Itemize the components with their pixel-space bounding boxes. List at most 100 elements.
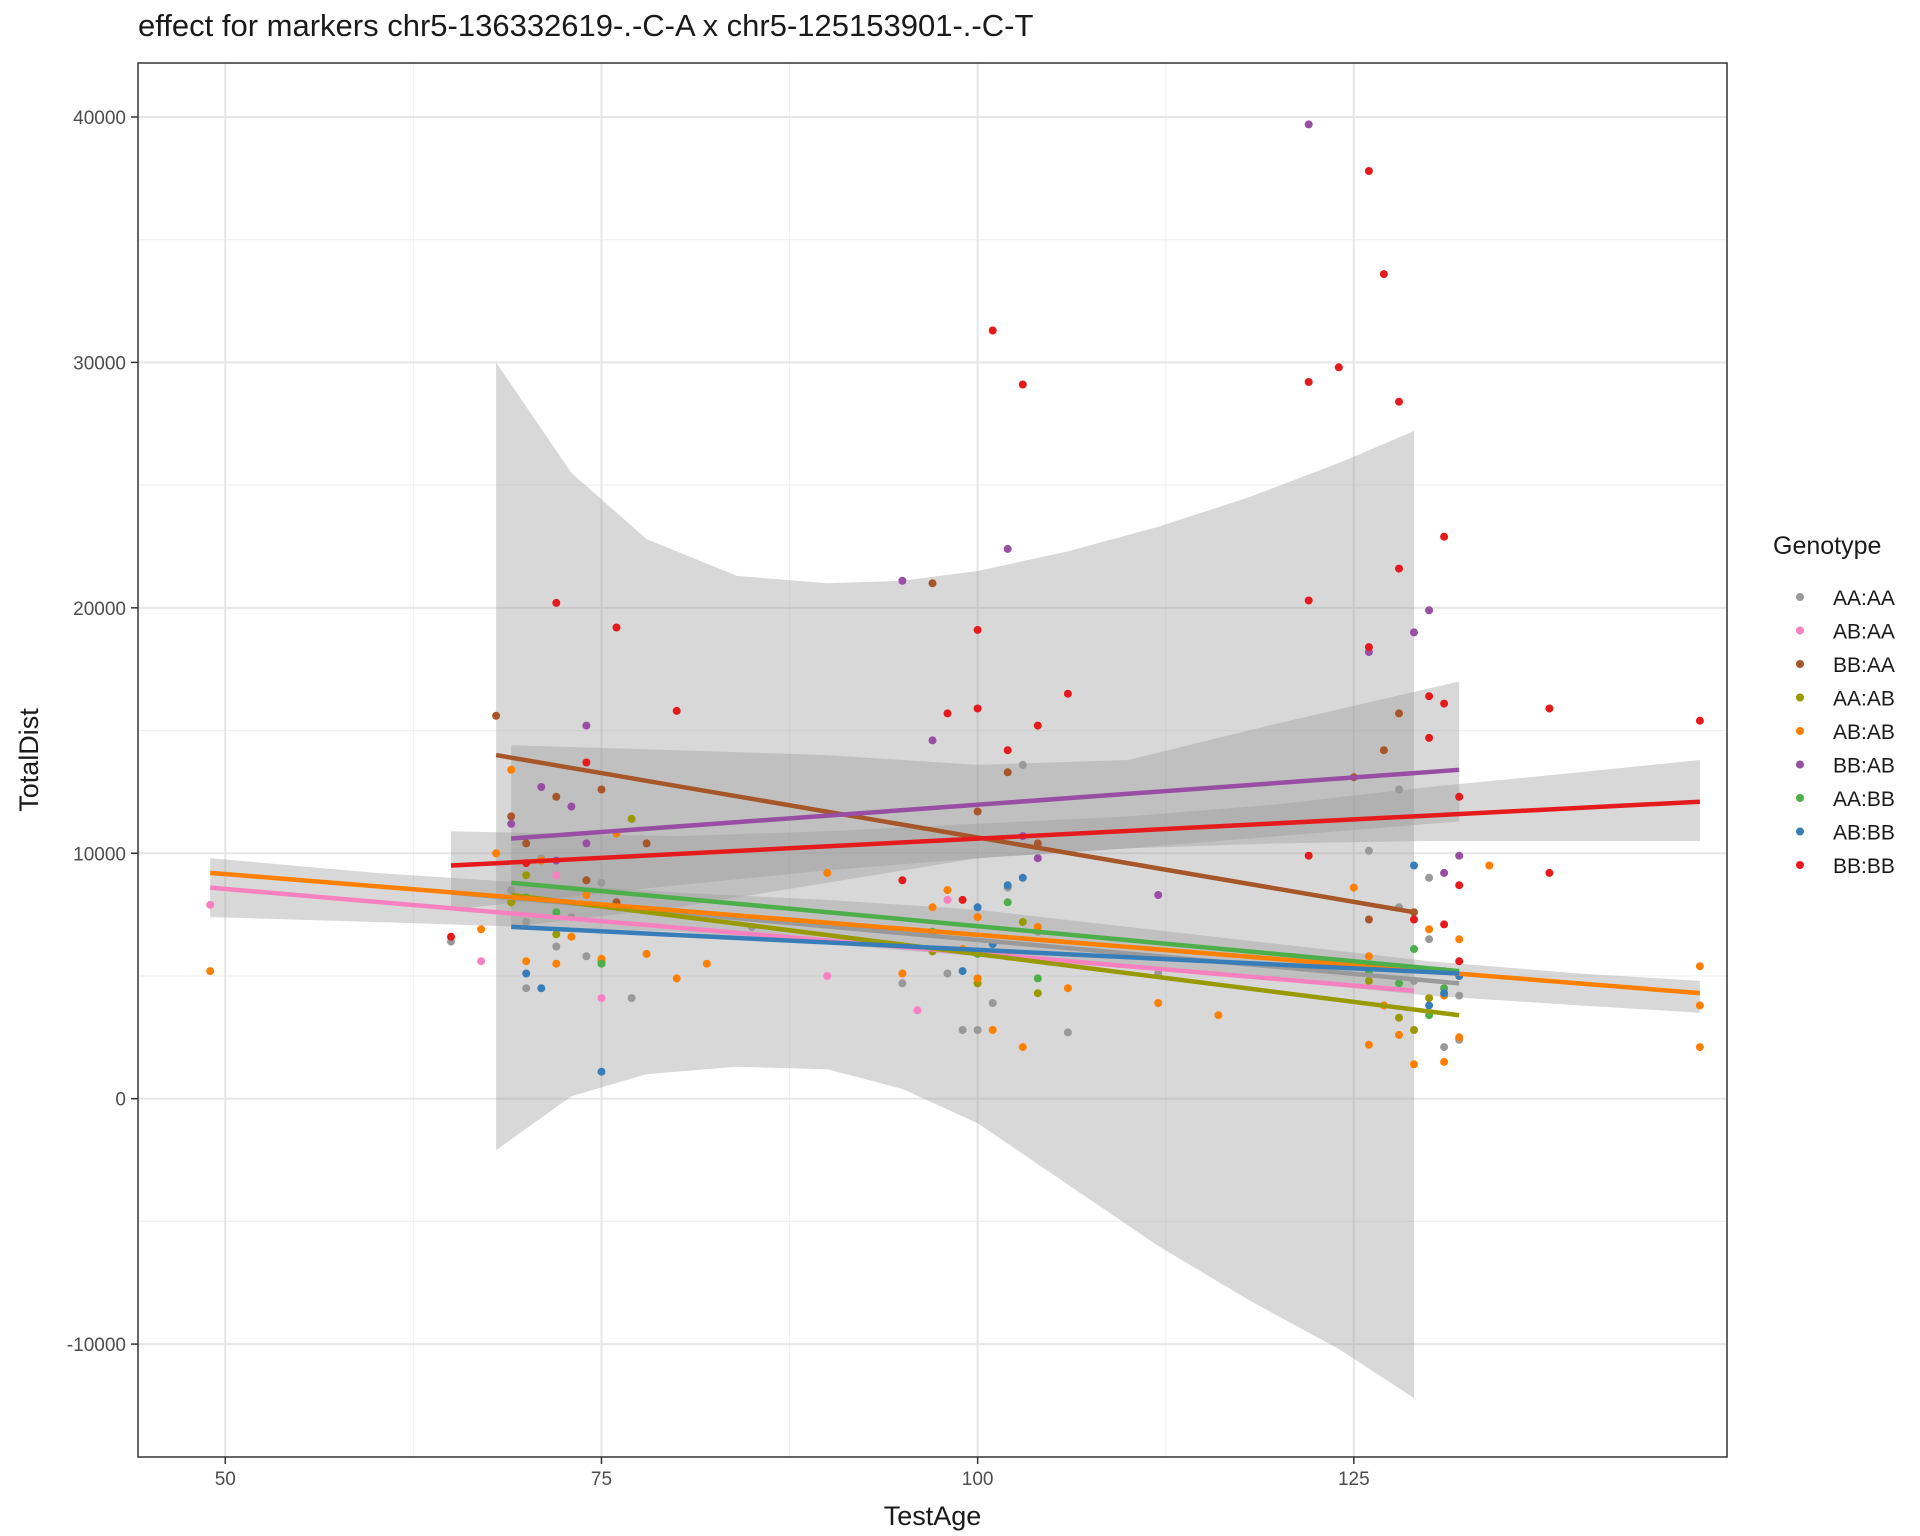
data-point — [1018, 1043, 1027, 1052]
legend-title: Genotype — [1773, 532, 1881, 560]
data-point — [1214, 1011, 1223, 1020]
data-point — [1545, 868, 1554, 877]
data-point — [988, 999, 997, 1007]
data-point — [1425, 873, 1434, 882]
data-point — [492, 849, 501, 858]
data-point — [1364, 976, 1373, 985]
data-point — [552, 908, 561, 917]
confidence-bands — [210, 362, 1700, 1399]
data-point — [1033, 854, 1042, 863]
data-point — [1410, 1060, 1418, 1069]
plot-panel-border — [137, 62, 1728, 1458]
data-point — [1425, 994, 1434, 1003]
data-point — [642, 839, 651, 848]
data-point — [958, 895, 967, 904]
y-tick-label: 0 — [115, 1090, 126, 1111]
data-point — [1395, 564, 1403, 573]
fit-line — [450, 799, 1701, 868]
data-point — [537, 984, 546, 993]
data-point — [582, 839, 591, 848]
data-point — [552, 930, 561, 939]
data-point — [522, 839, 531, 848]
data-point — [973, 1026, 982, 1034]
x-axis-title: TestAge — [884, 1501, 982, 1531]
data-point — [898, 876, 907, 885]
data-point — [1003, 768, 1012, 777]
data-point — [1545, 704, 1554, 713]
legend-label: AB:AA — [1833, 621, 1895, 644]
data-point — [1033, 974, 1042, 983]
x-axis-ticks: 50 75 100 125 — [215, 1457, 1370, 1490]
y-tick-label: 10000 — [73, 844, 126, 865]
data-point — [1364, 915, 1373, 924]
data-point — [973, 974, 982, 983]
legend-key — [1796, 760, 1804, 769]
data-point — [1154, 891, 1163, 899]
data-point — [1154, 999, 1163, 1007]
data-point — [958, 967, 967, 976]
data-point — [1395, 1013, 1403, 1022]
legend-key — [1796, 593, 1804, 601]
data-point — [973, 704, 982, 713]
data-point — [552, 942, 561, 951]
data-point — [1410, 945, 1418, 953]
data-point — [973, 903, 982, 912]
data-point — [1410, 861, 1418, 870]
data-point — [582, 758, 591, 767]
data-point — [1440, 868, 1449, 877]
data-point — [1033, 721, 1042, 730]
data-point — [973, 807, 982, 816]
data-point — [552, 959, 561, 968]
fit-line — [210, 885, 1415, 993]
legend-key — [1796, 727, 1804, 735]
data-point — [1440, 920, 1449, 929]
data-point — [898, 576, 907, 585]
data-point — [1440, 532, 1449, 541]
confidence-band — [210, 858, 1700, 1013]
data-point — [522, 918, 531, 926]
data-point — [1455, 851, 1464, 860]
fit-line — [510, 892, 1460, 1018]
data-point — [1455, 881, 1464, 890]
y-tick-label: 40000 — [73, 108, 126, 129]
data-point — [1425, 606, 1434, 615]
legend-label: BB:AB — [1833, 755, 1895, 778]
chart-title: effect for markers chr5-136332619-.-C-A … — [138, 8, 1034, 43]
legend: Genotype AA:AA AB:AA BB:AA AA:AB AB:AB BB:AB A… — [1773, 532, 1895, 878]
data-point — [958, 1026, 967, 1034]
data-point — [567, 932, 576, 941]
data-point — [507, 819, 516, 828]
data-point — [988, 326, 997, 335]
data-point — [1455, 957, 1464, 966]
data-point — [1455, 792, 1464, 801]
data-point — [552, 871, 561, 880]
data-point — [672, 974, 681, 983]
data-point — [582, 721, 591, 730]
data-point — [522, 969, 531, 978]
fit-line — [511, 924, 1460, 976]
data-point — [1349, 883, 1358, 892]
x-tick-label: 100 — [962, 1469, 994, 1490]
data-point — [672, 706, 681, 715]
y-tick-label: 30000 — [73, 353, 126, 374]
data-point — [567, 802, 576, 811]
data-point — [1410, 1026, 1418, 1034]
legend-key — [1796, 861, 1804, 869]
data-point — [522, 871, 531, 880]
confidence-band — [496, 362, 1415, 1399]
legend-label: AA:BB — [1833, 788, 1895, 811]
data-point — [1063, 1028, 1072, 1037]
data-point — [1440, 1043, 1449, 1052]
data-point — [552, 598, 561, 607]
data-point — [1410, 628, 1418, 637]
data-point — [582, 891, 591, 899]
data-point — [1379, 270, 1388, 279]
data-point — [898, 969, 907, 978]
data-point — [943, 969, 952, 978]
legend-key — [1796, 827, 1804, 836]
data-point — [597, 878, 606, 887]
data-point — [1304, 378, 1313, 386]
data-point — [477, 957, 486, 966]
data-point — [823, 868, 832, 877]
legend-key — [1796, 660, 1804, 668]
